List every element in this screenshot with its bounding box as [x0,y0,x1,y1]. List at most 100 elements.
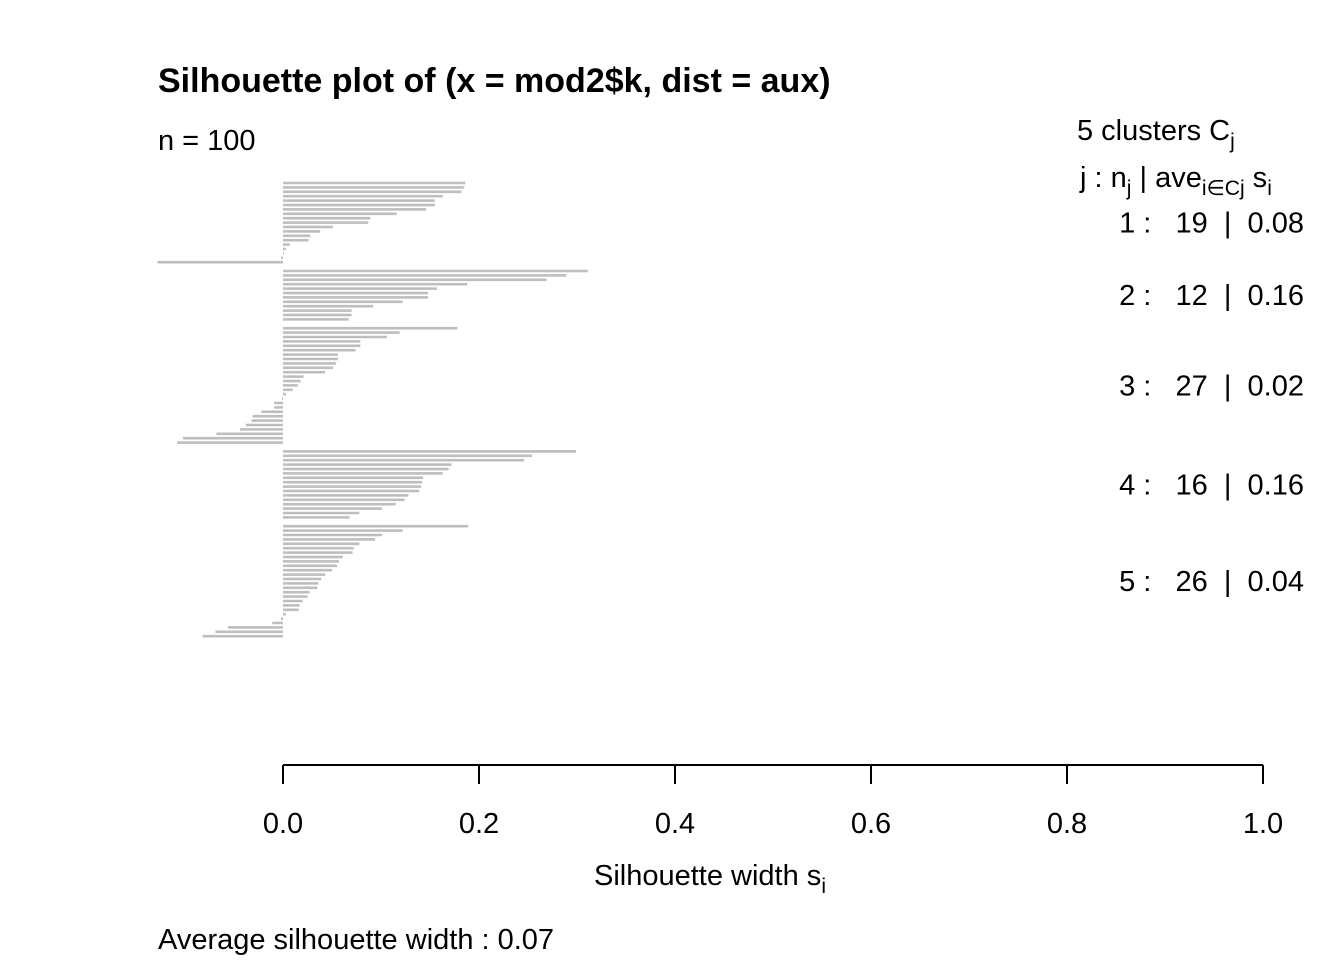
column-header-s-subscript: i [1267,177,1272,200]
silhouette-bar-cluster-2-4 [283,282,468,286]
silhouette-bar-cluster-5-24 [228,626,283,629]
x-tick-label-0: 0.0 [263,808,303,840]
silhouette-bar-cluster-4-1 [283,450,576,453]
clusters-header-subscript: j [1229,130,1235,153]
silhouette-bar-cluster-1-10 [283,221,369,224]
silhouette-bar-cluster-2-10 [283,309,352,312]
silhouette-bar-cluster-3-4 [283,340,361,343]
silhouette-bar-cluster-3-14 [283,384,298,387]
silhouette-bar-cluster-4-2 [283,454,532,458]
silhouette-bar-cluster-1-19 [157,260,283,264]
x-axis-label-subscript: i [821,875,826,898]
silhouette-bar-cluster-3-27 [177,441,283,444]
silhouette-bar-cluster-3-11 [283,370,326,374]
silhouette-bar-cluster-4-6 [283,472,443,475]
cluster-label-2: 2 : 12 | 0.16 [1119,280,1304,312]
silhouette-bar-cluster-5-22 [281,617,283,620]
silhouette-bar-cluster-1-2 [283,186,465,189]
silhouette-bar-cluster-1-14 [283,238,309,242]
silhouette-bar-cluster-2-11 [283,313,352,317]
silhouette-bar-cluster-5-10 [283,564,337,568]
silhouette-bar-cluster-3-8 [283,357,338,361]
silhouette-bar-cluster-1-12 [283,230,321,233]
silhouette-bar-cluster-4-3 [283,458,525,462]
silhouette-bar-cluster-5-1 [283,524,469,528]
x-tick-label-3: 0.6 [851,808,891,840]
silhouette-bar-cluster-5-20 [283,608,299,612]
silhouette-bar-cluster-3-22 [251,419,283,422]
silhouette-bar-cluster-5-25 [215,630,283,634]
silhouette-bar-cluster-3-21 [252,414,283,418]
silhouette-bar-cluster-1-18 [281,256,283,260]
silhouette-bar-cluster-3-18 [274,401,283,405]
silhouette-bar-cluster-3-24 [239,428,283,431]
silhouette-bar-cluster-4-14 [283,507,382,510]
silhouette-bar-cluster-1-3 [283,190,462,194]
silhouette-bar-cluster-1-4 [283,194,443,198]
silhouette-bar-cluster-3-26 [183,436,283,440]
silhouette-bar-cluster-2-8 [283,300,403,304]
x-tick-label-2: 0.4 [655,808,695,840]
silhouette-bar-cluster-5-4 [283,538,376,541]
silhouette-bar-cluster-4-16 [283,516,350,519]
silhouette-bar-cluster-3-10 [283,366,333,370]
silhouette-bar-cluster-5-13 [283,577,322,581]
silhouette-bar-cluster-3-25 [216,432,283,436]
silhouette-bar-cluster-2-7 [283,296,428,299]
silhouette-bar-cluster-5-6 [283,546,354,550]
clusters-header-text: 5 clusters C [1077,115,1230,147]
silhouette-bar-cluster-4-8 [283,480,423,484]
silhouette-bar-cluster-3-9 [283,362,336,365]
silhouette-bar-cluster-2-12 [283,318,349,321]
silhouette-bar-cluster-5-3 [283,533,382,537]
silhouette-bar-cluster-1-17 [283,252,284,255]
silhouette-bar-cluster-5-17 [283,595,308,598]
silhouette-bar-cluster-2-1 [283,269,588,273]
x-tick-label-4: 0.8 [1047,808,1087,840]
column-header-s: s [1245,162,1268,194]
silhouette-bar-cluster-1-13 [283,234,311,238]
silhouette-bar-cluster-4-12 [283,498,405,502]
silhouette-bar-cluster-5-23 [272,621,283,625]
silhouette-bar-cluster-1-11 [283,225,333,229]
chart-title: Silhouette plot of (x = mod2$k, dist = a… [158,62,831,100]
silhouette-bar-cluster-2-6 [283,291,428,295]
silhouette-bar-cluster-3-20 [261,410,283,414]
silhouette-bar-cluster-4-10 [283,489,420,493]
silhouette-bar-cluster-1-15 [283,243,290,246]
column-header: j : nj | avei∈Cj si [1079,162,1272,200]
silhouette-bar-cluster-3-6 [283,348,356,352]
silhouette-bar-cluster-5-19 [283,604,300,607]
silhouette-bar-cluster-3-3 [283,335,387,339]
silhouette-bar-cluster-3-12 [283,375,304,378]
x-axis-label-text: Silhouette width s [594,860,821,892]
silhouette-bar-cluster-4-4 [283,463,452,466]
column-header-ave-subscript: i∈Cj [1202,177,1245,200]
silhouette-bar-cluster-1-8 [283,212,397,216]
silhouette-bar-cluster-3-7 [283,353,338,356]
silhouette-bar-cluster-3-23 [245,423,283,427]
x-tick-label-1: 0.2 [459,808,499,840]
silhouette-bar-cluster-1-6 [283,203,435,207]
silhouette-bar-cluster-5-7 [283,551,353,554]
silhouette-bar-cluster-3-15 [283,388,293,392]
silhouette-bar-cluster-4-15 [283,511,360,515]
silhouette-bar-cluster-5-5 [283,542,360,546]
silhouette-bar-cluster-4-13 [283,502,396,506]
average-silhouette-width: Average silhouette width : 0.07 [158,924,554,956]
silhouette-bar-cluster-4-7 [283,476,424,480]
silhouette-bar-cluster-1-9 [283,216,371,220]
silhouette-bar-cluster-3-13 [283,379,301,383]
silhouette-bars [157,181,588,638]
cluster-label-3: 3 : 27 | 0.02 [1119,370,1304,402]
silhouette-bar-cluster-5-8 [283,555,343,559]
silhouette-bar-cluster-3-19 [274,406,283,409]
silhouette-bar-cluster-5-18 [283,599,303,603]
clusters-header: 5 clusters Cj [1077,115,1235,153]
silhouette-bar-cluster-4-11 [283,494,409,497]
cluster-label-5: 5 : 26 | 0.04 [1119,566,1304,598]
silhouette-bar-cluster-1-1 [283,181,466,185]
silhouette-bar-cluster-3-16 [283,392,286,396]
silhouette-bar-cluster-5-26 [202,634,283,638]
x-axis-ticks: 0.0 0.2 0.4 0.6 0.8 1.0 [263,765,1283,840]
